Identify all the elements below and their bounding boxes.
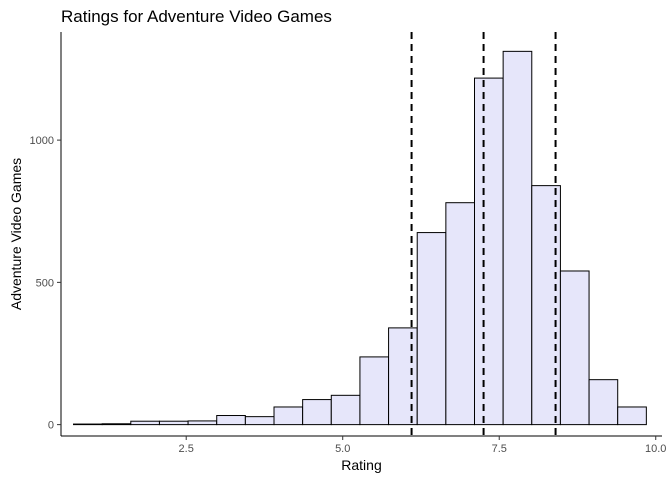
histogram-bar: [73, 423, 103, 426]
histogram-bar: [359, 356, 390, 426]
histogram-bar: [445, 202, 475, 426]
histogram-bar: [187, 420, 218, 426]
y-axis-ticks: 0 500 1000: [30, 135, 61, 432]
y-axis-title: Adventure Video Games: [8, 158, 24, 310]
x-tick-label: 7.5: [492, 443, 507, 455]
chart-title: Ratings for Adventure Video Games: [61, 7, 332, 26]
y-tick-label: 1000: [30, 135, 54, 147]
histogram-bar: [502, 50, 533, 426]
y-tick-label: 0: [48, 420, 54, 432]
histogram-bar: [158, 420, 189, 426]
histogram-bar: [216, 415, 246, 426]
x-tick-label: 10.0: [645, 443, 666, 455]
histogram-bar: [416, 232, 447, 426]
y-tick-label: 500: [36, 277, 54, 289]
histogram-bar: [559, 270, 590, 426]
x-tick-label: 5.0: [335, 443, 350, 455]
x-axis-ticks: 2.5 5.0 7.5 10.0: [179, 436, 666, 455]
histogram-bar: [474, 77, 504, 426]
histogram-bars: [73, 50, 647, 426]
histogram-bar: [244, 416, 275, 426]
reference-lines: [410, 32, 557, 436]
histogram-bar: [531, 185, 561, 426]
histogram-bar: [302, 399, 332, 426]
histogram-bar: [101, 423, 132, 426]
x-axis-title: Rating: [341, 457, 381, 473]
histogram-bar: [588, 379, 619, 426]
histogram-bar: [388, 327, 418, 426]
x-tick-label: 2.5: [179, 443, 194, 455]
histogram-bar: [130, 420, 160, 426]
histogram-bar: [617, 406, 647, 426]
histogram-bar: [273, 406, 304, 426]
histogram-bar: [330, 394, 361, 426]
